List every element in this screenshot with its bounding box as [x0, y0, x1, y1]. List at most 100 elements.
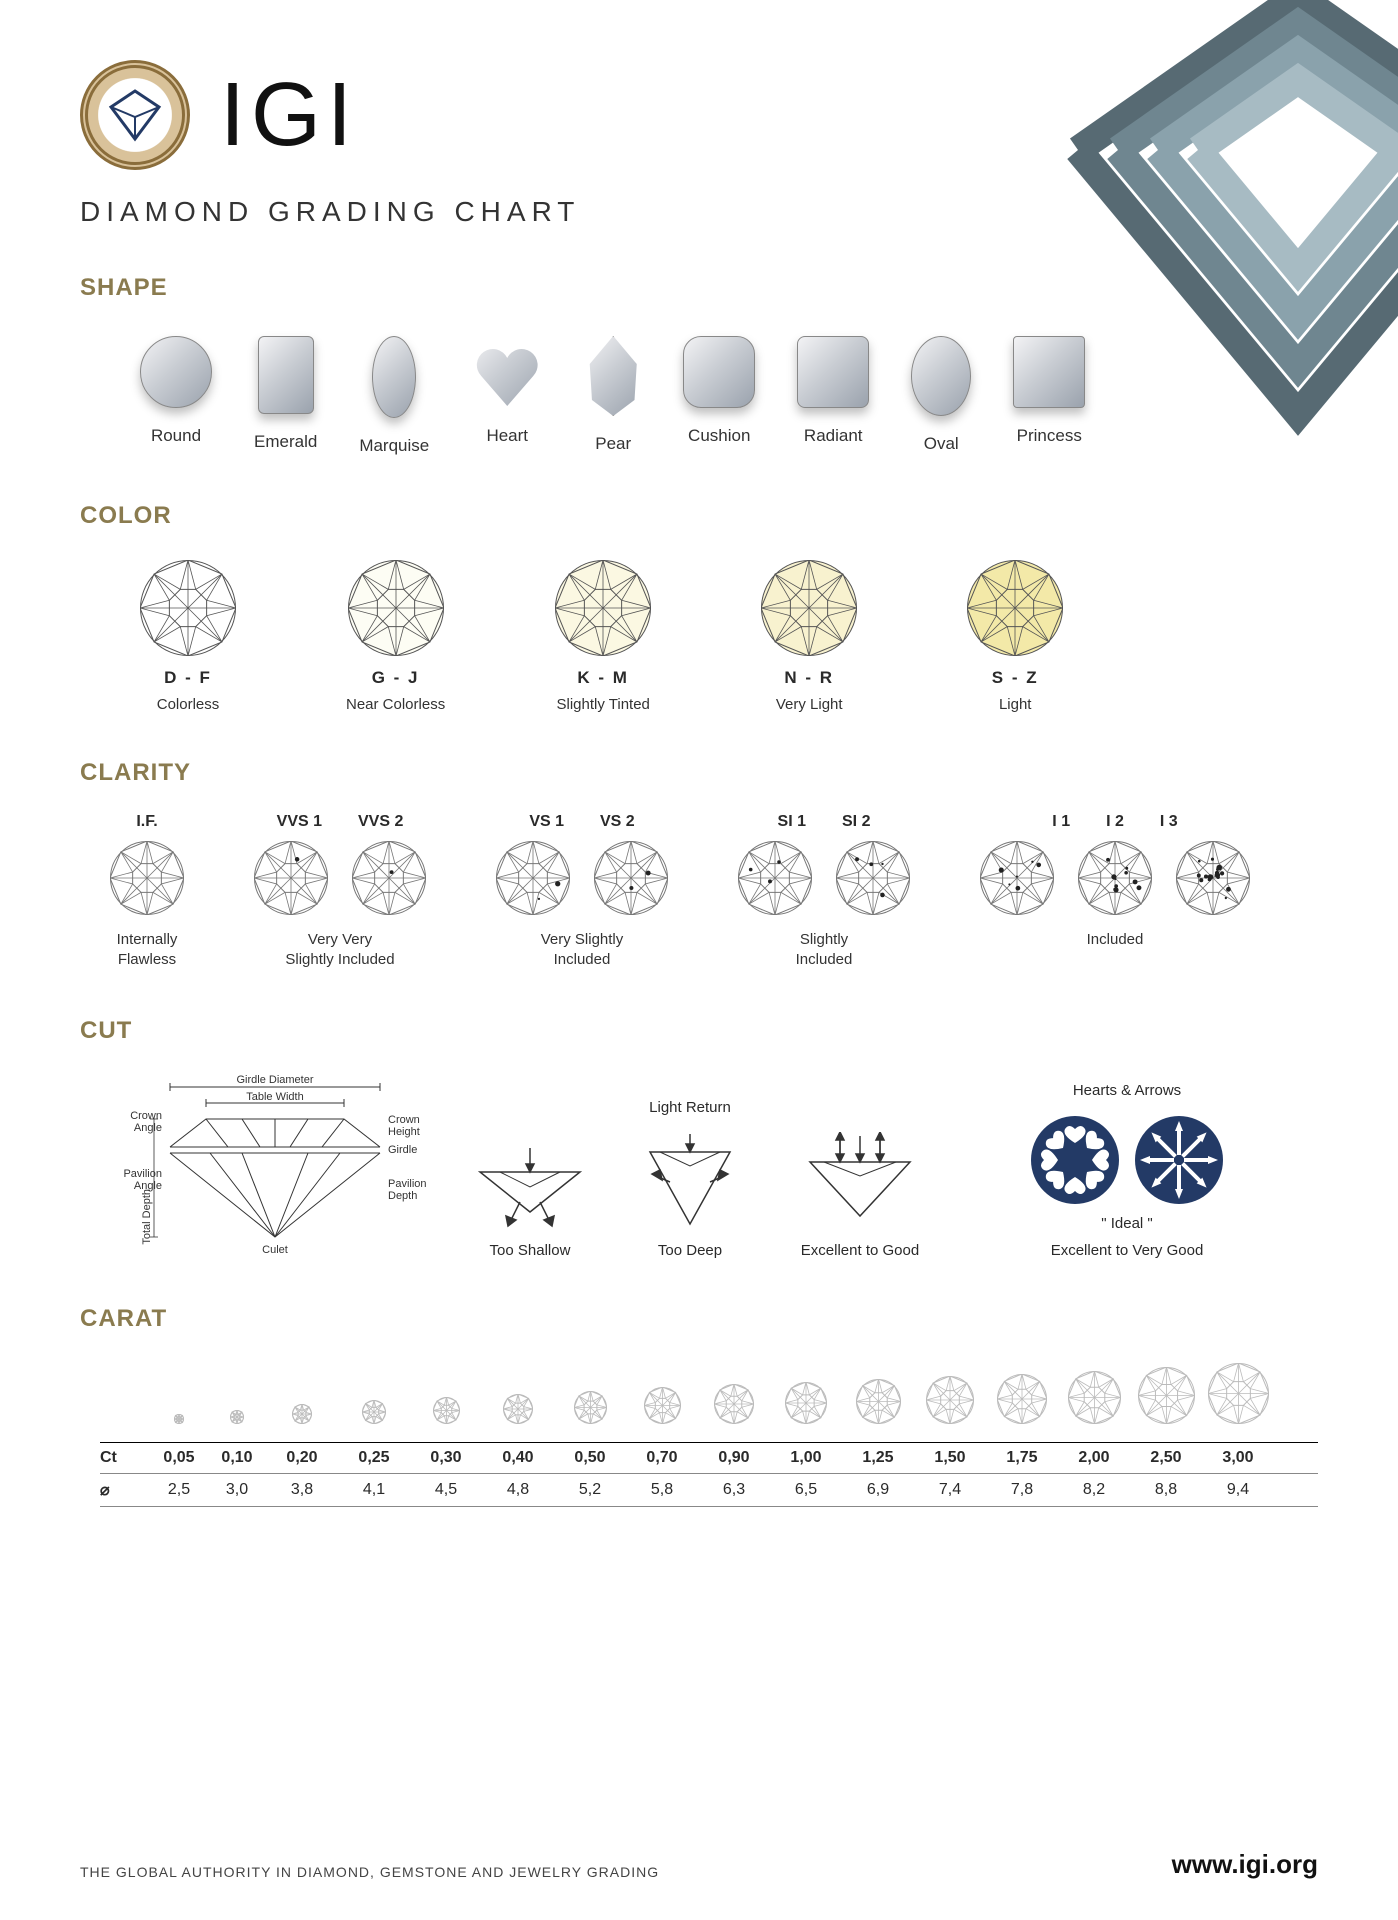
- clarity-diamond-icon: [836, 841, 910, 920]
- clarity-desc: Very VerySlightly Included: [285, 930, 394, 971]
- carat-mm-cell: 8,8: [1130, 1481, 1202, 1499]
- shape-princess: Princess: [1013, 336, 1085, 456]
- color-S-Z: S - ZLight: [967, 560, 1063, 713]
- svg-text:Table Width: Table Width: [246, 1091, 303, 1103]
- hearts-arrows-title: Hearts & Arrows: [1073, 1082, 1181, 1099]
- carat-ct-cell: 0,05: [150, 1449, 208, 1467]
- carat-mm-cell: 5,8: [626, 1481, 698, 1499]
- carat-icon: [150, 1414, 208, 1424]
- clarity-group: I.F. InternallyFlawless: [110, 813, 184, 971]
- color-G-J: G - JNear Colorless: [346, 560, 445, 713]
- clarity-desc: SlightlyIncluded: [796, 930, 853, 971]
- clarity-group: SI 1SI 2 SlightlyIncluded: [738, 813, 910, 971]
- svg-text:Crown: Crown: [388, 1114, 420, 1126]
- carat-row-ct: Ct 0,050,100,200,250,300,400,500,700,901…: [100, 1443, 1318, 1473]
- carat-ct-cell: 1,25: [842, 1449, 914, 1467]
- section-carat: CARAT: [80, 1305, 1318, 1333]
- section-clarity: CLARITY: [80, 759, 1318, 787]
- cut-deep-icon: [630, 1132, 750, 1232]
- gem-pear-icon: [585, 336, 641, 416]
- shape-oval: Oval: [911, 336, 971, 456]
- gem-oval-icon: [911, 336, 971, 416]
- hearts-arrows-range: Excellent to Very Good: [1051, 1242, 1204, 1259]
- shape-label: Pear: [595, 434, 631, 454]
- carat-mm-cell: 7,8: [986, 1481, 1058, 1499]
- shape-emerald: Emerald: [254, 336, 317, 456]
- brand-title: IGI: [220, 64, 358, 167]
- carat-table: Ct 0,050,100,200,250,300,400,500,700,901…: [100, 1442, 1318, 1507]
- carat-icon: [914, 1376, 986, 1424]
- clarity-code: I 3: [1160, 813, 1178, 831]
- carat-icon: [986, 1374, 1058, 1424]
- shape-radiant: Radiant: [797, 336, 869, 456]
- carat-icons: [100, 1363, 1318, 1424]
- color-code: K - M: [577, 668, 629, 688]
- carat-ct-label: Ct: [100, 1449, 150, 1467]
- section-cut: CUT: [80, 1017, 1318, 1045]
- color-code: D - F: [164, 668, 212, 688]
- clarity-code: VVS 2: [358, 813, 403, 831]
- carat-ct-cell: 2,50: [1130, 1449, 1202, 1467]
- shape-label: Cushion: [688, 426, 750, 446]
- clarity-diamond-icon: [496, 841, 570, 920]
- gem-emerald-icon: [258, 336, 314, 414]
- shape-marquise: Marquise: [359, 336, 429, 456]
- color-code: N - R: [784, 668, 834, 688]
- carat-icon: [482, 1394, 554, 1424]
- carat-icon: [266, 1404, 338, 1424]
- carat-icon: [554, 1391, 626, 1424]
- carat-ct-cell: 0,70: [626, 1449, 698, 1467]
- shape-label: Princess: [1017, 426, 1082, 446]
- carat-icon: [698, 1384, 770, 1424]
- svg-text:Girdle: Girdle: [388, 1144, 417, 1156]
- clarity-code: I 2: [1106, 813, 1124, 831]
- cut-shallow: Too Shallow: [470, 1142, 590, 1259]
- clarity-diamond-icon: [352, 841, 426, 920]
- clarity-desc: Included: [1087, 930, 1144, 950]
- shape-label: Heart: [486, 426, 528, 446]
- footer: THE GLOBAL AUTHORITY IN DIAMOND, GEMSTON…: [80, 1849, 1318, 1880]
- gem-heart-icon: [471, 336, 543, 408]
- svg-text:Angle: Angle: [134, 1180, 162, 1192]
- clarity-group: VVS 1 VVS 2 Very VerySlightly Included: [254, 813, 426, 971]
- svg-text:Crown: Crown: [130, 1110, 162, 1122]
- color-K-M: K - M Slightly Tinted: [555, 560, 651, 713]
- section-color: COLOR: [80, 502, 1318, 530]
- cut-deep: Light Return Too Deep: [630, 1099, 750, 1259]
- carat-ct-cell: 0,20: [266, 1449, 338, 1467]
- clarity-code: SI 2: [842, 813, 870, 831]
- clarity-code: VS 2: [600, 813, 635, 831]
- carat-ct-cell: 0,10: [208, 1449, 266, 1467]
- shape-label: Radiant: [804, 426, 863, 446]
- carat-ct-cell: 0,90: [698, 1449, 770, 1467]
- color-desc: Slightly Tinted: [557, 696, 650, 713]
- shape-row: Round Emerald Marquise Heart Pear Cushio…: [140, 336, 1318, 456]
- svg-text:Depth: Depth: [388, 1190, 417, 1202]
- carat-icon: [338, 1400, 410, 1424]
- hearts-icon: [1030, 1115, 1120, 1205]
- clarity-code: VS 1: [529, 813, 564, 831]
- gem-marquise-icon: [372, 336, 416, 418]
- gem-cushion-icon: [683, 336, 755, 408]
- svg-text:Height: Height: [388, 1126, 420, 1138]
- carat-mm-cell: 4,8: [482, 1481, 554, 1499]
- shape-label: Round: [151, 426, 201, 446]
- page: IGI DIAMOND GRADING CHART SHAPE Round Em…: [0, 0, 1398, 1920]
- cut-excellent-icon: [790, 1132, 930, 1232]
- clarity-group: I 1I 2I 3 Included: [980, 813, 1250, 971]
- cut-excellent-label: Excellent to Good: [801, 1242, 919, 1259]
- igi-seal-icon: [80, 60, 190, 170]
- svg-text:Total Depth: Total Depth: [141, 1189, 153, 1245]
- hearts-arrows: Hearts & Arrows " Ideal " Excellent to V…: [1030, 1082, 1224, 1259]
- color-code: S - Z: [992, 668, 1039, 688]
- carat-mm-cell: 6,9: [842, 1481, 914, 1499]
- svg-text:Girdle Diameter: Girdle Diameter: [236, 1074, 313, 1086]
- clarity-diamond-icon: [1078, 841, 1152, 920]
- section-shape: SHAPE: [80, 274, 1318, 302]
- color-D-F: D - FColorless: [140, 560, 236, 713]
- clarity-diamond-icon: [980, 841, 1054, 920]
- clarity-code: VVS 1: [277, 813, 322, 831]
- clarity-diamond-icon: [254, 841, 328, 920]
- cut-shallow-icon: [470, 1142, 590, 1232]
- carat-ct-cell: 1,00: [770, 1449, 842, 1467]
